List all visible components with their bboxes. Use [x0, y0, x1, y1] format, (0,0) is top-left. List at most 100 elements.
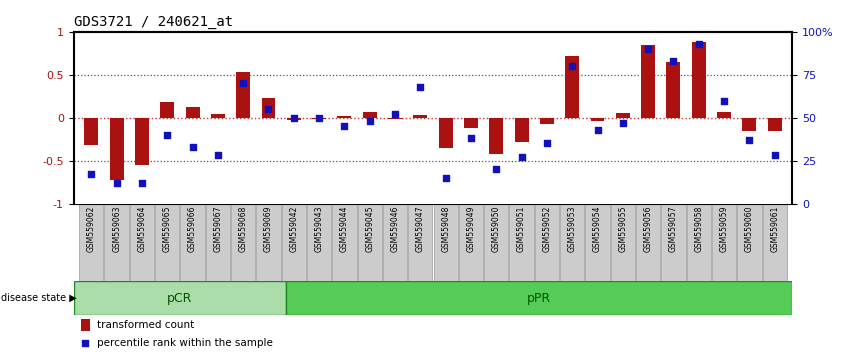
Text: GSM559067: GSM559067	[213, 206, 223, 252]
Text: GSM559068: GSM559068	[239, 206, 248, 252]
Text: disease state ▶: disease state ▶	[1, 293, 76, 303]
Text: GSM559049: GSM559049	[467, 206, 475, 252]
FancyBboxPatch shape	[662, 204, 686, 281]
Point	[514, 154, 528, 160]
Bar	[514, 118, 528, 142]
Point	[363, 118, 377, 124]
FancyBboxPatch shape	[333, 204, 357, 281]
Bar	[287, 118, 301, 120]
Text: GSM559063: GSM559063	[112, 206, 121, 252]
Bar	[692, 42, 706, 118]
Bar	[388, 118, 402, 119]
Text: GSM559047: GSM559047	[416, 206, 425, 252]
FancyBboxPatch shape	[383, 204, 407, 281]
Point	[591, 127, 604, 132]
Text: GSM559051: GSM559051	[517, 206, 526, 252]
Bar	[667, 62, 681, 118]
Text: GSM559060: GSM559060	[745, 206, 754, 252]
Text: GSM559058: GSM559058	[695, 206, 703, 252]
FancyBboxPatch shape	[358, 204, 382, 281]
Point	[262, 106, 275, 112]
Bar	[768, 118, 782, 131]
Point	[211, 153, 225, 158]
Bar	[74, 281, 286, 315]
FancyBboxPatch shape	[484, 204, 508, 281]
Bar	[262, 98, 275, 118]
Text: GSM559053: GSM559053	[568, 206, 577, 252]
Bar	[211, 114, 225, 118]
Bar	[135, 118, 149, 165]
Bar	[489, 118, 503, 154]
Point	[565, 63, 579, 69]
FancyBboxPatch shape	[687, 204, 711, 281]
FancyBboxPatch shape	[712, 204, 736, 281]
Point	[464, 136, 478, 141]
Text: GSM559061: GSM559061	[770, 206, 779, 252]
Point	[489, 166, 503, 172]
Text: GSM559065: GSM559065	[163, 206, 171, 252]
FancyBboxPatch shape	[307, 204, 332, 281]
Text: GSM559064: GSM559064	[138, 206, 146, 252]
Text: GDS3721 / 240621_at: GDS3721 / 240621_at	[74, 16, 233, 29]
Bar	[565, 56, 579, 118]
FancyBboxPatch shape	[231, 204, 255, 281]
Bar	[616, 113, 630, 118]
Text: GSM559045: GSM559045	[365, 206, 374, 252]
Point	[236, 81, 250, 86]
FancyBboxPatch shape	[585, 204, 610, 281]
Bar	[84, 118, 98, 145]
FancyBboxPatch shape	[206, 204, 230, 281]
Text: pCR: pCR	[167, 292, 192, 305]
Point	[84, 172, 98, 177]
Point	[135, 180, 149, 186]
Bar	[439, 118, 453, 148]
Point	[287, 115, 301, 120]
Text: GSM559056: GSM559056	[643, 206, 653, 252]
FancyBboxPatch shape	[79, 204, 103, 281]
Point	[312, 115, 326, 120]
Text: GSM559062: GSM559062	[87, 206, 96, 252]
Bar	[185, 107, 199, 118]
Point	[439, 175, 453, 181]
FancyBboxPatch shape	[611, 204, 635, 281]
Bar	[591, 118, 604, 121]
FancyBboxPatch shape	[105, 204, 129, 281]
Text: pPR: pPR	[527, 292, 552, 305]
Point	[616, 120, 630, 126]
Bar	[338, 116, 352, 118]
Text: GSM559054: GSM559054	[593, 206, 602, 252]
Point	[667, 58, 681, 64]
Bar	[540, 118, 554, 124]
FancyBboxPatch shape	[281, 204, 306, 281]
Bar	[81, 319, 90, 331]
Bar	[363, 112, 377, 118]
Point	[338, 124, 352, 129]
Point	[160, 132, 174, 138]
Bar	[312, 118, 326, 119]
Text: transformed count: transformed count	[97, 320, 194, 330]
Point	[110, 180, 124, 186]
FancyBboxPatch shape	[408, 204, 432, 281]
Text: GSM559052: GSM559052	[542, 206, 552, 252]
Text: GSM559044: GSM559044	[340, 206, 349, 252]
Bar	[286, 281, 792, 315]
FancyBboxPatch shape	[737, 204, 761, 281]
FancyBboxPatch shape	[180, 204, 204, 281]
Text: percentile rank within the sample: percentile rank within the sample	[97, 338, 273, 348]
Point	[185, 144, 199, 150]
Bar	[236, 72, 250, 118]
FancyBboxPatch shape	[534, 204, 559, 281]
Text: GSM559057: GSM559057	[669, 206, 678, 252]
Point	[540, 141, 554, 146]
Bar	[717, 112, 731, 118]
Text: GSM559043: GSM559043	[314, 206, 324, 252]
FancyBboxPatch shape	[155, 204, 179, 281]
FancyBboxPatch shape	[256, 204, 281, 281]
Text: GSM559069: GSM559069	[264, 206, 273, 252]
Point	[388, 112, 402, 117]
FancyBboxPatch shape	[459, 204, 483, 281]
Bar	[160, 102, 174, 118]
Point	[78, 340, 92, 346]
Text: GSM559066: GSM559066	[188, 206, 197, 252]
Bar	[413, 115, 427, 118]
